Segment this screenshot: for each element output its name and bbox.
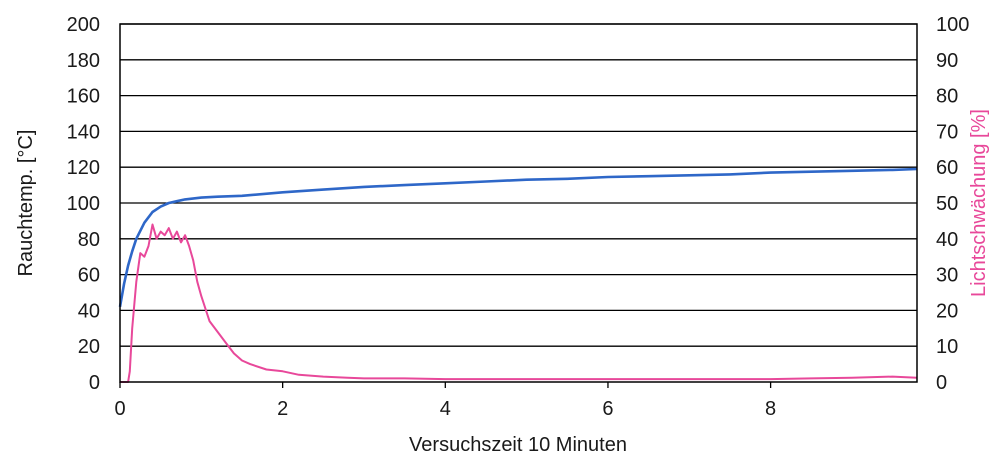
x-tick-label: 2 [277,398,288,420]
y-left-tick-label: 200 [67,14,100,36]
y-axis-left-title: Rauchtemp. [°C] [15,130,37,277]
y-left-tick-label: 100 [67,193,100,215]
x-tick-label: 8 [765,398,776,420]
y-left-tick-label: 0 [89,372,100,394]
axes [119,23,918,383]
y-left-tick-label: 80 [78,229,100,251]
y-axis-right-title: Lichtschwächung [%] [968,109,990,297]
x-tick-label: 0 [114,398,125,420]
plot-area-frame [119,23,918,383]
x-tick-label: 4 [440,398,451,420]
series-lichtschwaechung-line [120,223,918,383]
y-right-tick-label: 0 [936,372,947,394]
x-tick-label: 6 [602,398,613,420]
y-right-tick-label: 100 [936,14,969,36]
y-right-tick-label: 40 [936,229,958,251]
y-right-tick-label: 70 [936,121,958,143]
y-right-tick-label: 30 [936,265,958,287]
y-left-tick-label: 140 [67,121,100,143]
grid [120,23,917,347]
y-left-tick-label: 20 [78,336,100,358]
y-right-tick-label: 80 [936,86,958,108]
y-right-tick-label: 50 [936,193,958,215]
y-left-tick-label: 120 [67,157,100,179]
y-left-tick-label: 40 [78,300,100,322]
y-right-tick-label: 90 [936,50,958,72]
y-right-tick-label: 10 [936,336,958,358]
y-left-tick-label: 60 [78,265,100,287]
series-rauchtemp-line [118,167,918,308]
series-layer [118,167,918,383]
y-left-tick-label: 180 [67,50,100,72]
tick-labels: 0204060801001201401601802000102030405060… [67,14,970,420]
y-right-tick-label: 60 [936,157,958,179]
x-axis-title: Versuchszeit 10 Minuten [409,434,627,456]
y-left-tick-label: 160 [67,86,100,108]
y-right-tick-label: 20 [936,300,958,322]
